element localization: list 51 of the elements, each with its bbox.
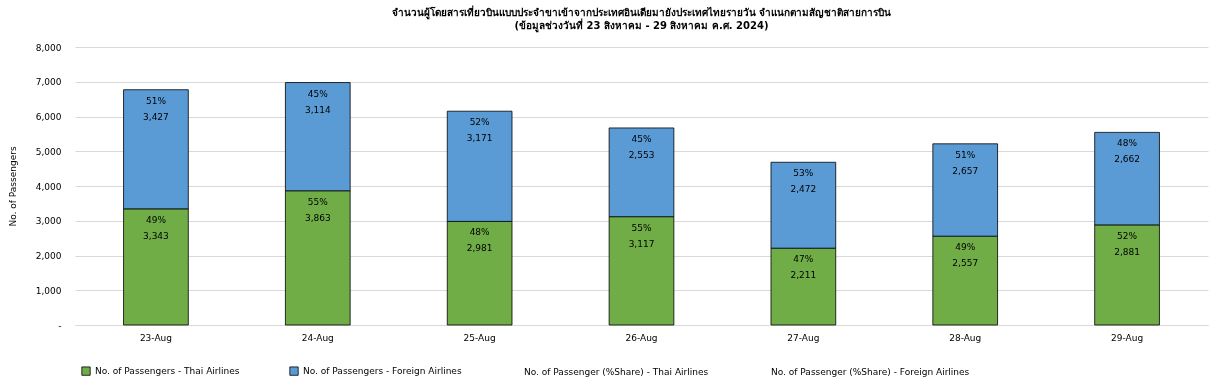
y-tick-label: 2,000 [35,251,62,261]
y-tick-label: - [58,320,62,331]
annotation: 45% [307,88,329,99]
annotation: 45% [631,133,652,144]
y-axis-title: No. of Passengers [7,146,18,227]
y-tick-label: 4,000 [35,181,62,192]
x-tick-label: 29-Aug [1111,332,1144,343]
data-label: 2,553 [628,149,655,160]
x-tick-label: 24-Aug [301,332,334,343]
annotation: 51% [145,95,167,106]
annotation: 47% [793,254,814,265]
data-label: 2,557 [952,258,979,269]
y-tick-label: 6,000 [35,112,62,122]
data-label: 3,171 [466,133,493,144]
chart-title: จำนวนผู้โดยสารเที่ยวบินแบบประจำขาเข้าจากประเทศอินเดียมายังประเทศไทยรายวัน จำแนกตามสัญชาติสายการบิน [391,5,892,20]
x-tick-label: 28-Aug [949,332,982,343]
data-label: 3,343 [143,230,169,241]
data-label: 2,657 [952,165,979,176]
annotation: 55% [307,196,329,207]
data-label: 2,211 [790,270,817,281]
text: No. of Passenger (%Share) - Thai Airlines [524,366,709,377]
data-label: 2,881 [1114,246,1140,257]
y-tick-label: 7,000 [35,77,62,88]
annotation: 49% [145,214,167,225]
annotation: 49% [955,242,976,253]
x-tick-label: 25-Aug [463,332,496,343]
legend-label: No. of Passengers - Foreign Airlines [303,366,462,377]
annotation: 55% [631,222,652,233]
annotation: 52% [469,117,491,128]
x-tick-label: 27-Aug [787,332,820,343]
annotation: 48% [1117,138,1138,149]
annotation: 53% [793,168,814,179]
text: No. of Passenger (%Share) - Foreign Airlines [771,366,970,377]
chart-subtitle: (ข้อมูลช่วงวันที่ 23 สิงหาคม - 29 สิงหาคม ค.ศ. 2024) [514,18,769,33]
legend-label: No. of Passengers - Thai Airlines [95,366,240,377]
data-label: 2,662 [1114,154,1140,165]
annotation: 52% [1117,230,1138,241]
y-tick-label: 5,000 [35,146,62,157]
y-tick-label: 8,000 [35,42,62,53]
data-label: 3,114 [304,104,331,115]
data-label: 3,863 [304,212,331,223]
x-tick-label: 23-Aug [139,332,172,343]
y-tick-label: 3,000 [35,216,62,227]
data-label: 2,981 [466,243,493,254]
x-tick-label: 26-Aug [625,332,658,343]
annotation: 48% [469,227,491,238]
y-tick-label: 1,000 [35,285,62,296]
data-label: 2,472 [790,184,817,195]
data-label: 3,427 [143,111,169,122]
annotation: 51% [955,149,976,160]
data-label: 3,117 [628,238,655,249]
